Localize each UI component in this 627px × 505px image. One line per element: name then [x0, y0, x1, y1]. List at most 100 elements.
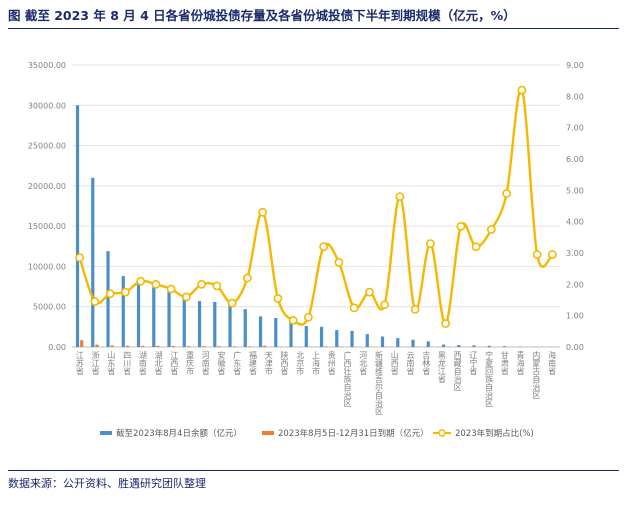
bar-maturing [232, 346, 236, 347]
bar-balance [75, 105, 80, 348]
x-tick-label: 上海市 [312, 351, 321, 376]
line-point [303, 312, 313, 322]
bar-balance [213, 301, 217, 347]
combo-chart: 0.00 5000.00 10000.00 15000.00 20000.00 25000… [28, 61, 584, 439]
x-tick-label: 内蒙古自治区 [532, 350, 541, 399]
x-tick-label: 湖南省 [138, 351, 147, 376]
y-right-tick-label: 5.00 [566, 186, 584, 195]
bar-maturing [186, 346, 191, 347]
x-tick-label: 辽宁省 [469, 351, 478, 376]
y-left-tick-label: 25000.00 [28, 142, 66, 151]
line-point [364, 287, 374, 297]
bar-balance [152, 287, 156, 347]
bar-maturing [141, 345, 145, 347]
bar-maturing [95, 344, 99, 347]
x-tick-label: 重庆市 [186, 350, 195, 376]
line-point [75, 253, 85, 263]
y-right-tick-label: 6.00 [566, 155, 584, 164]
bar-balance [365, 334, 369, 347]
x-tick-label: 浙江省 [91, 350, 100, 376]
x-tick-label: 安徽省 [217, 350, 226, 376]
legend-swatch [262, 431, 274, 435]
line-point [395, 192, 405, 201]
y-right-tick-label: 8.00 [566, 92, 584, 101]
x-tick-label: 广东省 [233, 350, 242, 376]
line-point [166, 284, 176, 294]
bar-balance [350, 330, 354, 347]
bar-maturing [171, 346, 175, 347]
x-tick-label: 贵州省 [327, 350, 336, 376]
line-point [197, 279, 207, 289]
line-point [258, 207, 268, 217]
y-left-tick-label: 5000.00 [33, 303, 66, 312]
line-point [547, 250, 557, 259]
line-point [105, 289, 115, 299]
line-point [181, 292, 191, 302]
bar-balance [106, 251, 110, 347]
y-right-tick-label: 9.00 [566, 61, 584, 70]
x-tick-label: 山西省 [390, 350, 399, 376]
x-tick-label: 甘肃省 [500, 350, 509, 376]
line-point [136, 276, 146, 286]
bar-balance [441, 344, 446, 347]
bar-balance [243, 309, 247, 347]
bar-balance [136, 284, 141, 347]
x-tick-label: 吉林省 [422, 351, 431, 376]
y-right-tick-label: 3.00 [566, 249, 584, 258]
chart-title: 图 截至 2023 年 8 月 4 日各省份城投债存量及各省份城投债下半年到期规… [8, 6, 619, 29]
bar-balance [411, 339, 415, 347]
y-right-tick-label: 0.00 [566, 343, 584, 352]
bar-balance [304, 326, 308, 347]
y-left-tick-label: 30000.00 [28, 101, 66, 110]
line-point [151, 279, 161, 289]
y-left-tick-label: 10000.00 [28, 262, 66, 271]
line-point [517, 85, 527, 95]
bar-maturing [110, 345, 114, 347]
x-tick-label: 云南省 [406, 351, 415, 376]
legend-label: 2023年8月5日-12月31日到期（亿元） [278, 428, 429, 439]
y-right-tick-label: 2.00 [566, 280, 584, 289]
x-tick-label: 天津市 [264, 351, 273, 376]
bar-maturing [217, 346, 221, 347]
legend-label: 截至2023年8月4日余额（亿元） [116, 428, 242, 439]
bar-balance [228, 302, 232, 347]
x-tick-label: 江西省 [170, 351, 179, 376]
bar-balance [380, 336, 385, 347]
x-tick-label: 宁夏回族自治区 [485, 350, 494, 407]
bar-balance [182, 295, 186, 347]
line-point [319, 242, 329, 252]
line-point [456, 221, 466, 231]
x-tick-label: 北京市 [296, 351, 305, 376]
x-tick-label: 黑龙江省 [437, 351, 446, 384]
bar-maturing [80, 340, 84, 347]
x-tick-label: 湖北省 [154, 351, 163, 376]
chart-area: 0.00 5000.00 10000.00 15000.00 20000.00 25000… [0, 28, 627, 468]
bar-maturing [247, 346, 252, 347]
bar-balance [472, 345, 476, 347]
legend-swatch-marker [438, 429, 446, 437]
bar-balance [487, 345, 491, 347]
bar-balance [91, 177, 95, 347]
y-left-tick-label: 15000.00 [28, 222, 66, 231]
line-point [380, 300, 390, 310]
bar-balance [197, 301, 202, 347]
x-tick-label: 西藏自治区 [453, 351, 462, 391]
line-point [334, 257, 344, 267]
bar-balance [319, 326, 324, 347]
bar-balance [457, 344, 461, 347]
line-point [227, 298, 237, 308]
x-tick-label: 青海省 [516, 350, 525, 376]
bar-balance [274, 317, 278, 347]
y-left-tick-label: 35000.00 [28, 61, 66, 70]
source-note: 数据来源：公开资料、胜遇研究团队整理 [8, 470, 619, 497]
bar-balance [258, 316, 263, 347]
x-tick-label: 海南省 [548, 350, 557, 376]
line-point [441, 319, 451, 328]
y-right-tick-label: 4.00 [566, 218, 584, 227]
x-tick-label: 河北省 [359, 350, 368, 376]
bar-balance [289, 322, 293, 347]
line-point [120, 287, 130, 297]
line-point [471, 242, 481, 252]
line-point [532, 250, 542, 259]
x-tick-label: 山东省 [107, 350, 116, 376]
